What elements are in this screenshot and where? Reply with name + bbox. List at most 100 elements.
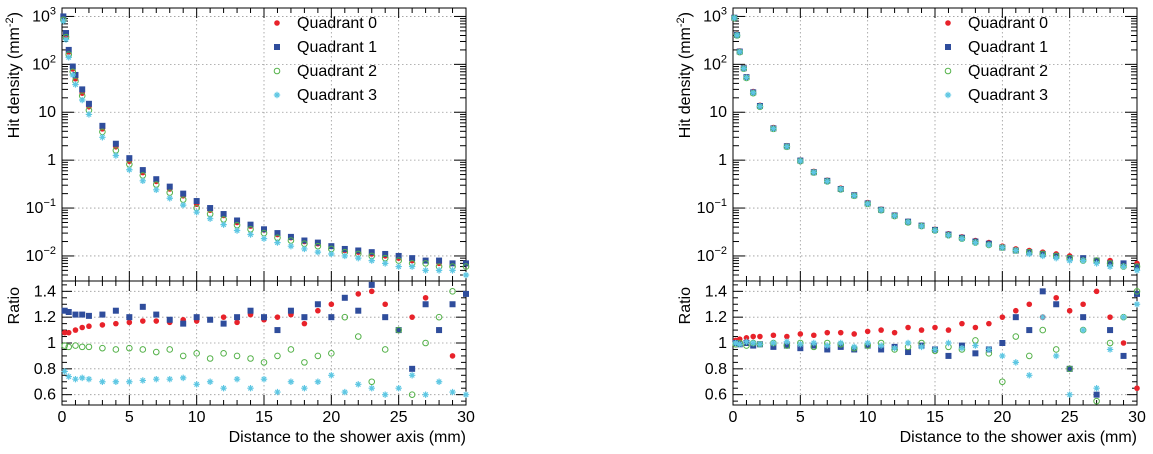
data-point	[864, 200, 871, 207]
y-tick-label: 102	[32, 53, 56, 73]
data-point	[79, 86, 86, 93]
y-tick-label: 10−2	[697, 245, 727, 265]
data-point	[247, 307, 254, 314]
data-point	[193, 208, 200, 216]
data-point	[152, 348, 160, 356]
series-quadrant-2	[732, 288, 1141, 405]
data-point	[904, 218, 912, 226]
data-point	[301, 314, 308, 321]
data-point	[810, 339, 817, 347]
data-point	[918, 343, 925, 351]
data-point	[314, 378, 322, 385]
data-point	[1120, 340, 1127, 346]
data-point	[1012, 333, 1020, 340]
data-point	[85, 312, 92, 319]
data-point	[126, 155, 133, 162]
legend-label: Quadrant 0	[297, 15, 377, 32]
data-point	[1039, 313, 1046, 321]
data-point	[112, 307, 119, 314]
data-point	[301, 320, 308, 327]
data-point	[314, 352, 322, 360]
data-point	[301, 385, 308, 392]
data-point	[193, 198, 200, 205]
data-point	[824, 342, 831, 349]
x-axis-title: Distance to the shower axis (mm)	[900, 429, 1137, 446]
data-point	[180, 201, 187, 209]
x-tick-label: 25	[390, 409, 408, 426]
data-point	[72, 342, 79, 349]
data-point	[945, 327, 952, 333]
y-tick-label: 10	[709, 104, 727, 121]
data-point	[750, 333, 756, 340]
data-point	[1134, 385, 1140, 392]
data-point	[395, 326, 402, 334]
data-point	[770, 339, 777, 347]
series-quadrant-1	[60, 13, 469, 267]
data-point	[99, 344, 106, 352]
data-point	[72, 81, 79, 88]
data-point	[220, 320, 227, 327]
data-point	[85, 100, 92, 107]
data-point	[1066, 365, 1073, 373]
legend-label: Quadrant 1	[968, 39, 1048, 56]
data-point	[1026, 301, 1033, 308]
y-tick-label: 1	[718, 335, 727, 352]
data-point	[301, 245, 308, 253]
data-point	[382, 250, 389, 257]
series-quadrant-0	[732, 288, 1140, 392]
data-point	[750, 339, 757, 347]
data-point	[449, 267, 456, 274]
data-point	[180, 374, 187, 382]
data-point	[985, 241, 993, 249]
y-tick-label: 1	[47, 152, 56, 169]
data-point	[1107, 314, 1113, 320]
data-point	[740, 65, 747, 72]
data-point	[72, 375, 79, 383]
series-quadrant-3	[61, 368, 470, 398]
data-point	[274, 314, 281, 320]
legend-marker	[945, 20, 951, 26]
data-point	[891, 344, 898, 352]
data-point	[99, 134, 106, 141]
data-point	[1079, 257, 1087, 264]
data-point	[931, 227, 939, 234]
data-point	[112, 378, 120, 385]
data-point	[1080, 301, 1086, 308]
data-point	[63, 30, 70, 37]
legend-label: Quadrant 1	[297, 39, 377, 56]
data-point	[368, 257, 375, 264]
data-point	[234, 319, 240, 326]
data-point	[824, 329, 831, 336]
data-point	[220, 385, 227, 392]
data-point	[757, 333, 763, 340]
data-point	[287, 233, 294, 240]
data-point	[65, 309, 72, 315]
series-quadrant-1	[61, 281, 469, 372]
data-point	[1026, 327, 1033, 334]
legend-label: Quadrant 2	[968, 63, 1048, 80]
data-point	[932, 324, 938, 331]
data-point	[206, 355, 214, 362]
data-point	[153, 375, 160, 383]
data-point	[153, 186, 160, 194]
data-point	[918, 327, 925, 333]
data-point	[851, 331, 857, 337]
data-point	[958, 235, 966, 242]
data-point	[274, 327, 281, 334]
data-point	[851, 343, 858, 351]
data-point	[986, 320, 992, 327]
y-tick-label: 102	[703, 53, 727, 73]
data-point	[382, 301, 389, 308]
data-point	[328, 314, 335, 321]
data-point	[408, 391, 416, 398]
data-point	[435, 313, 443, 321]
data-point	[180, 190, 187, 197]
data-point	[65, 373, 72, 380]
data-point	[79, 324, 85, 331]
data-point	[315, 307, 321, 314]
data-point	[1066, 257, 1073, 264]
data-point	[328, 250, 335, 258]
data-point	[65, 46, 72, 53]
data-point	[61, 329, 68, 336]
